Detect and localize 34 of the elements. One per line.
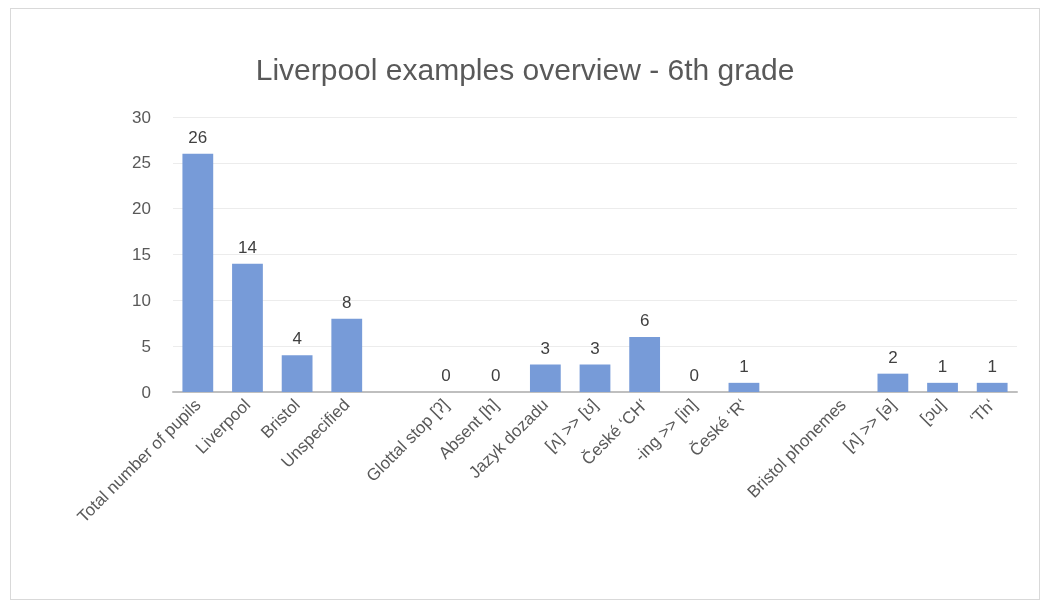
data-label: 0 [441, 366, 451, 385]
data-label: 4 [292, 329, 302, 349]
bar [281, 355, 313, 392]
data-label: 1 [987, 356, 997, 376]
y-tick-label: 0 [141, 382, 151, 402]
chart-title: Liverpool examples overview - 6th grade [255, 52, 795, 86]
y-tick-label: 30 [132, 107, 151, 127]
bar [976, 382, 1008, 392]
data-label: 6 [639, 311, 650, 330]
bar [728, 382, 760, 392]
data-label: 0 [689, 366, 700, 385]
bar [579, 364, 611, 392]
data-label: 14 [238, 237, 257, 257]
bar [877, 373, 909, 392]
data-label: 2 [888, 347, 898, 367]
data-label: 0 [490, 366, 501, 385]
y-tick-label: 10 [132, 290, 151, 310]
bar [331, 318, 363, 392]
y-tick-label: 15 [132, 245, 151, 264]
data-label: 3 [540, 338, 551, 358]
data-label: 3 [590, 338, 600, 358]
bar [629, 337, 661, 392]
y-tick-label: 5 [141, 336, 151, 356]
bar [182, 153, 214, 392]
data-label: 8 [342, 292, 352, 312]
data-label: 1 [739, 356, 749, 376]
bar [529, 364, 561, 392]
data-label: 1 [937, 356, 948, 376]
y-tick-label: 20 [132, 199, 151, 219]
data-label: 26 [188, 127, 208, 147]
x-tick-label: ‘Th‘ [966, 395, 999, 429]
y-tick-label: 25 [132, 153, 151, 173]
bar [927, 382, 958, 392]
bar [232, 263, 263, 392]
